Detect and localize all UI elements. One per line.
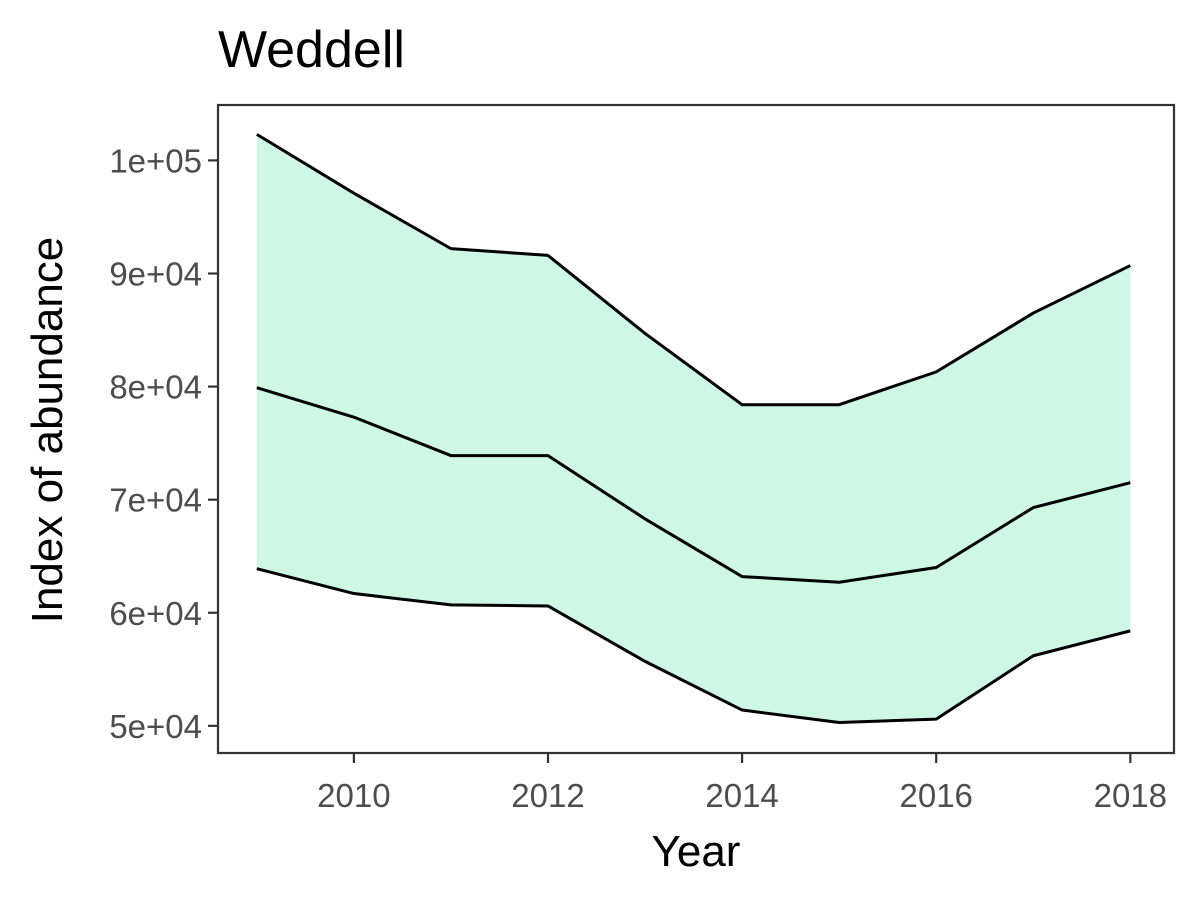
upper-bound-line	[256, 133, 1131, 407]
chart-title: Weddell	[218, 21, 405, 79]
y-tick-label: 5e+04	[109, 708, 202, 745]
y-tick-label: 7e+04	[109, 482, 202, 519]
x-tick-label: 2014	[705, 777, 778, 814]
x-axis-title: Year	[652, 827, 741, 876]
y-tick-label: 6e+04	[109, 595, 202, 632]
lower-bound-line	[256, 567, 1131, 724]
y-axis: 5e+04 6e+04 7e+04 8e+04 9e+04 1e+05	[109, 142, 218, 745]
panel-border	[216, 103, 1176, 755]
x-axis: 2010 2012 2014 2016 2018	[317, 753, 1167, 814]
x-tick-label: 2018	[1094, 777, 1167, 814]
y-tick-label: 1e+05	[109, 142, 202, 179]
x-tick-label: 2010	[317, 777, 390, 814]
x-tick-label: 2012	[511, 777, 584, 814]
central-estimate-line	[256, 386, 1131, 584]
x-tick-label: 2016	[900, 777, 973, 814]
y-axis-title: Index of abundance	[23, 237, 72, 624]
y-tick-label: 9e+04	[109, 256, 202, 293]
y-tick-label: 8e+04	[109, 369, 202, 406]
confidence-ribbon	[256, 134, 1131, 723]
plot-panel	[216, 103, 1176, 755]
